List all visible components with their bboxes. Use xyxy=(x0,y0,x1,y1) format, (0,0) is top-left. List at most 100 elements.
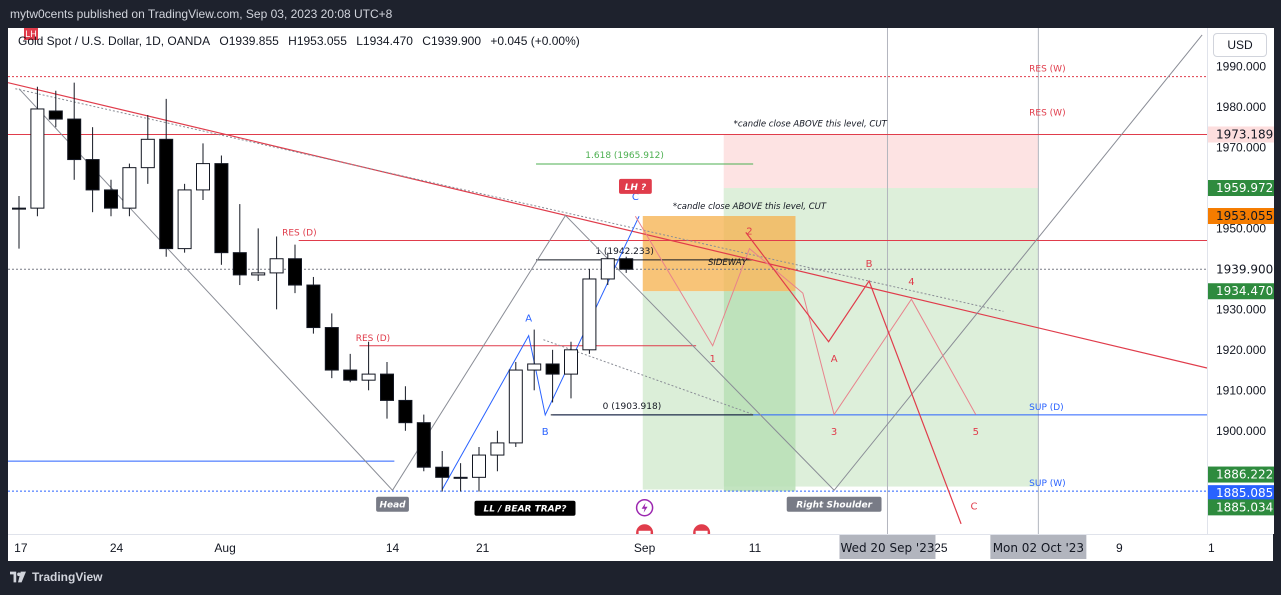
candle-up xyxy=(12,207,26,210)
candle-down xyxy=(48,110,63,120)
annotation-text: *candle close ABOVE this level, CUT xyxy=(734,119,888,129)
candle-up xyxy=(196,163,210,191)
time-label-bg xyxy=(990,535,1087,559)
time-tick-label: 9 xyxy=(1116,541,1123,555)
price-label-bg xyxy=(1208,485,1274,502)
head-shoulders-pattern xyxy=(18,34,1203,492)
candle-up xyxy=(30,108,45,209)
price-label-bg xyxy=(1208,499,1274,516)
candle-up xyxy=(472,454,486,478)
candle-down xyxy=(104,189,118,209)
candle-up xyxy=(453,476,468,479)
price-tick-label: 1990.000 xyxy=(1216,59,1266,73)
price-label: 1934.470 xyxy=(1216,284,1273,298)
level-label: RES (D) xyxy=(282,229,316,239)
price-label: 1885.034 xyxy=(1216,500,1273,514)
candle-up xyxy=(527,363,542,371)
tradingview-logo[interactable]: TradingView xyxy=(10,570,102,584)
annotation-badge xyxy=(376,496,409,512)
footer-bar: TradingView xyxy=(0,560,1281,595)
level-label: RES (D) xyxy=(356,334,390,344)
indicator-badge[interactable]: LH xyxy=(24,28,38,40)
annotation-text: *candle close ABOVE this level, CUT xyxy=(673,202,827,212)
symbol-legend: Gold Spot / U.S. Dollar, 1D, OANDA O1939… xyxy=(18,34,586,48)
candle-down xyxy=(380,373,394,401)
wave-label: 3 xyxy=(831,427,837,438)
annotation-badge xyxy=(786,496,882,512)
wave-projection-abc xyxy=(745,232,962,525)
legend-open: O1939.855 xyxy=(219,34,279,48)
price-tick-label: 1970.000 xyxy=(1216,140,1266,154)
price-label: 1953.055 xyxy=(1216,209,1273,223)
level-label: RES (W) xyxy=(1029,65,1065,75)
wave-label: A xyxy=(831,354,838,365)
wave-label: B xyxy=(542,427,549,438)
price-label-bg xyxy=(1208,261,1274,278)
wave-label: 2 xyxy=(746,226,752,237)
candle-down xyxy=(288,258,302,286)
price-label: 1886.222 xyxy=(1216,468,1273,482)
us-flag-stripe xyxy=(638,530,651,534)
legend-change: +0.045 (+0.00%) xyxy=(490,34,580,48)
price-label-bg xyxy=(1208,283,1274,300)
dotted-trend-line-2 xyxy=(543,339,752,415)
fib-label: 1 (1942.233) xyxy=(595,247,654,257)
us-flag-stripe xyxy=(695,530,708,534)
candle-down xyxy=(398,399,413,424)
legend-high: H1953.055 xyxy=(288,34,347,48)
candle-up xyxy=(490,442,505,456)
time-tick-label: 1 xyxy=(1208,541,1215,555)
time-axis-canvas: 17 24 Aug 14 21 Sep 11 25 9 1 Wed 20 Sep '23 Mon 02… xyxy=(14,535,1215,559)
legend-close: C1939.900 xyxy=(422,34,482,48)
legend-low: L1934.470 xyxy=(356,34,413,48)
candle-down xyxy=(67,118,82,161)
annotation-badge xyxy=(619,178,652,194)
time-tick-label: 11 xyxy=(749,541,762,555)
time-tick-label: Sep xyxy=(634,541,656,555)
price-axis-canvas: 1890.0001900.0001910.0001920.0001930.000… xyxy=(1208,59,1274,516)
candle-down xyxy=(306,284,321,329)
candle-down xyxy=(324,327,339,371)
publish-info: mytw0cents published on TradingView.com,… xyxy=(10,7,393,21)
hs-base xyxy=(418,483,433,489)
candle-up xyxy=(140,138,155,169)
time-tick-label: Aug xyxy=(214,541,235,555)
stop-zone-daily xyxy=(642,216,796,292)
chart-canvas[interactable]: RES (W) RES (W) RES (D) RES (D) SUP (D) SUP (… xyxy=(8,28,1207,534)
price-label-bg xyxy=(1208,180,1274,197)
time-tick-label: 25 xyxy=(934,541,948,555)
wave-label: 1 xyxy=(709,354,715,365)
price-tick-label: 1950.000 xyxy=(1216,221,1266,235)
tradingview-wordmark: TradingView xyxy=(32,570,103,584)
price-tick-label: 1980.000 xyxy=(1216,100,1266,114)
candle-up xyxy=(122,167,137,209)
price-label-bg xyxy=(1208,208,1274,225)
candle-up xyxy=(600,258,615,280)
wave-projection-12345 xyxy=(634,215,977,416)
wave-label: C xyxy=(970,502,977,513)
time-label: Wed 20 Sep '23 xyxy=(840,541,934,555)
price-tick-label: 1910.000 xyxy=(1216,383,1266,397)
candle-up xyxy=(508,369,523,444)
publish-header: mytw0cents published on TradingView.com,… xyxy=(0,0,1281,28)
chart-pane[interactable]: RES (W) RES (W) RES (D) RES (D) SUP (D) SUP (… xyxy=(8,28,1207,534)
stop-zone-weekly xyxy=(723,134,1039,189)
currency-button[interactable]: USD xyxy=(1213,33,1267,57)
time-tick-label: 17 xyxy=(14,541,28,555)
time-tick-label: 14 xyxy=(386,541,400,555)
price-axis[interactable]: 1890.0001900.0001910.0001920.0001930.000… xyxy=(1207,28,1274,534)
candle-down xyxy=(159,138,174,250)
annotation-text: Head xyxy=(379,501,406,511)
candle-down xyxy=(619,258,634,270)
price-label: 1973.189 xyxy=(1216,128,1273,142)
time-tick-label: 24 xyxy=(110,541,124,555)
candle-down xyxy=(232,252,247,276)
target-zone-daily xyxy=(723,291,796,492)
lightning-icon xyxy=(641,502,648,513)
price-label: 1939.900 xyxy=(1216,262,1273,276)
candle-down xyxy=(85,159,100,191)
time-axis[interactable]: 17 24 Aug 14 21 Sep 11 25 9 1 Wed 20 Sep '23 Mon 02… xyxy=(8,534,1273,561)
price-label: 1885.085 xyxy=(1216,486,1273,500)
annotation-badge xyxy=(474,500,576,516)
